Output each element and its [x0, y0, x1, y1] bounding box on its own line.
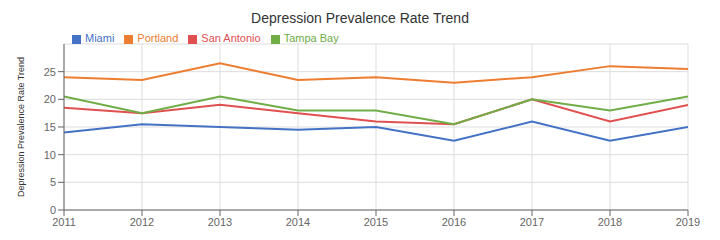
svg-text:20: 20 [44, 93, 56, 105]
svg-text:2016: 2016 [442, 216, 466, 228]
svg-text:15: 15 [44, 121, 56, 133]
svg-text:2012: 2012 [130, 216, 154, 228]
html-text:Portland: Portland [137, 32, 179, 44]
html-text:Miami: Miami [85, 32, 115, 44]
svg-text:2019: 2019 [676, 216, 700, 228]
html-text:Depression Prevalence Rate Tre: Depression Prevalence Rate Trend [251, 10, 469, 26]
html-text:Tampa Bay: Tampa Bay [283, 32, 339, 44]
svg-text:2011: 2011 [52, 216, 76, 228]
svg-text:2014: 2014 [286, 216, 310, 228]
svg-text:25: 25 [44, 66, 56, 78]
svg-text:2017: 2017 [520, 216, 544, 228]
svg-text:2015: 2015 [364, 216, 388, 228]
svg-text:2013: 2013 [208, 216, 232, 228]
html-text:San Antonio: San Antonio [201, 32, 261, 44]
svg-text:0: 0 [50, 204, 56, 216]
svg-text:2018: 2018 [598, 216, 622, 228]
svg-text:5: 5 [50, 176, 56, 188]
svg-text:Depression Prevalence Rate Tre: Depression Prevalence Rate Trend [16, 57, 26, 197]
svg-text:10: 10 [44, 149, 56, 161]
